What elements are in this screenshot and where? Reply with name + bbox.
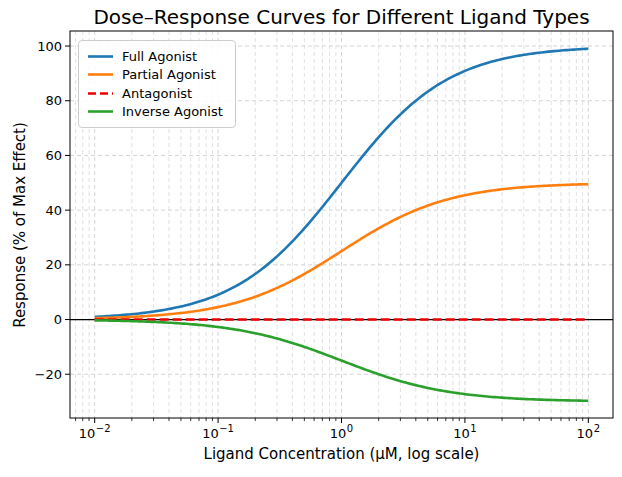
figure-root: Dose–Response Curves for Different Ligan… [0, 0, 622, 477]
x-tick-label: 102 [577, 423, 600, 441]
legend-line-inverse-agonist [87, 109, 114, 114]
legend-item-antagonist: Antagonist [87, 84, 227, 103]
y-tick-label: 0 [54, 312, 62, 327]
legend-item-full-agonist: Full Agonist [87, 47, 227, 66]
legend-label: Antagonist [122, 87, 192, 100]
y-tick-label: 80 [45, 93, 62, 108]
legend-label: Full Agonist [122, 50, 197, 63]
legend-label: Partial Agonist [122, 68, 216, 81]
x-axis-label: Ligand Concentration (μM, log scale) [70, 445, 613, 463]
legend-item-partial-agonist: Partial Agonist [87, 66, 227, 85]
x-tick-label: 100 [330, 423, 353, 441]
y-axis-label: Response (% of Max Effect) [11, 83, 29, 367]
x-tick-label: 10−1 [202, 423, 234, 441]
legend-line-antagonist [87, 91, 114, 96]
y-tick-label: 40 [45, 203, 62, 218]
x-tick-label: 101 [453, 423, 476, 441]
y-tick-label: −20 [35, 367, 62, 382]
x-tick-label: 10−2 [79, 423, 111, 441]
legend: Full Agonist Partial Agonist Antagonist … [78, 40, 236, 128]
y-tick-label: 20 [45, 257, 62, 272]
legend-item-inverse-agonist: Inverse Agonist [87, 103, 227, 122]
legend-line-partial-agonist [87, 72, 114, 77]
legend-label: Inverse Agonist [122, 105, 223, 118]
y-tick-label: 60 [45, 148, 62, 163]
legend-line-full-agonist [87, 54, 114, 59]
y-tick-label: 100 [37, 39, 62, 54]
